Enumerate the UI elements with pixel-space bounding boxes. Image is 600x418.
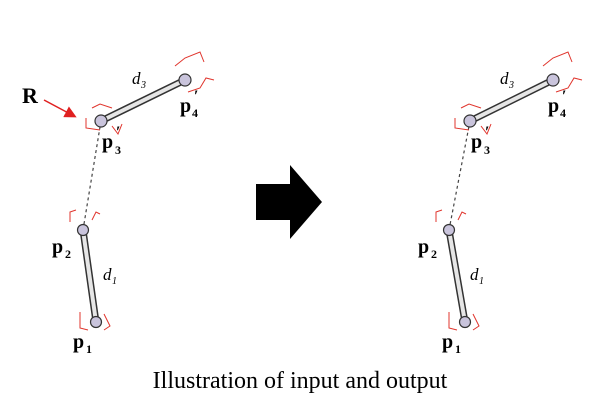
link-d1 xyxy=(449,230,465,322)
svg-text:1: 1 xyxy=(455,342,461,356)
svg-text:p: p xyxy=(471,131,482,153)
svg-text:′: ′ xyxy=(194,88,199,105)
svg-text:d: d xyxy=(470,265,479,284)
joint-p2 xyxy=(444,225,455,236)
joint-p1 xyxy=(460,317,471,328)
label-d3: d 3 xyxy=(132,69,146,91)
joint-p4 xyxy=(179,74,191,86)
svg-text:1: 1 xyxy=(112,276,117,287)
svg-text:2: 2 xyxy=(65,247,71,261)
svg-text:1: 1 xyxy=(86,342,92,356)
label-p2: p 2 xyxy=(52,236,71,261)
svg-text:1: 1 xyxy=(479,276,484,287)
left-panel: R p ′ 4 p ′ 3 p 2 p 1 d 3 d 1 xyxy=(22,52,214,356)
svg-text:p: p xyxy=(418,236,429,258)
svg-text:3: 3 xyxy=(115,143,121,157)
label-p4: p ′ 4 xyxy=(548,88,567,120)
svg-text:′: ′ xyxy=(485,124,490,141)
svg-text:′: ′ xyxy=(116,124,121,141)
label-d1: d 1 xyxy=(470,265,484,287)
svg-text:p: p xyxy=(52,236,63,258)
svg-text:p: p xyxy=(180,95,191,117)
label-p1: p 1 xyxy=(73,331,92,356)
joint-p3 xyxy=(464,115,476,127)
svg-text:3: 3 xyxy=(484,143,490,157)
svg-text:p: p xyxy=(548,95,559,117)
label-p3: p ′ 3 xyxy=(471,124,490,157)
joint-p2 xyxy=(78,225,89,236)
svg-text:p: p xyxy=(102,131,113,153)
svg-text:3: 3 xyxy=(140,80,146,91)
figure-caption: Illustration of input and output xyxy=(153,368,448,394)
svg-text:d: d xyxy=(103,265,112,284)
label-p1: p 1 xyxy=(442,331,461,356)
transform-arrow-icon xyxy=(256,165,322,239)
svg-text:p: p xyxy=(442,331,453,353)
label-d3: d 3 xyxy=(500,69,514,91)
annotation-r-label: R xyxy=(22,83,39,108)
label-p2: p 2 xyxy=(418,236,437,261)
svg-text:p: p xyxy=(73,331,84,353)
link-d1 xyxy=(83,230,96,322)
svg-text:2: 2 xyxy=(431,247,437,261)
joint-p1 xyxy=(91,317,102,328)
joint-p4 xyxy=(547,74,559,86)
svg-text:4: 4 xyxy=(192,106,198,120)
svg-text:3: 3 xyxy=(508,80,514,91)
svg-text:d: d xyxy=(132,69,141,88)
label-p3: p ′ 3 xyxy=(102,124,121,157)
svg-text:′: ′ xyxy=(562,88,567,105)
joint-p3 xyxy=(95,115,107,127)
svg-text:4: 4 xyxy=(560,106,566,120)
svg-text:d: d xyxy=(500,69,509,88)
label-p4: p ′ 4 xyxy=(180,88,199,120)
dashed-connection xyxy=(449,121,470,230)
right-panel: p ′ 4 p ′ 3 p 2 p 1 d 3 d 1 xyxy=(418,52,582,356)
annotation-r-arrow xyxy=(44,100,74,116)
label-d1: d 1 xyxy=(103,265,117,287)
